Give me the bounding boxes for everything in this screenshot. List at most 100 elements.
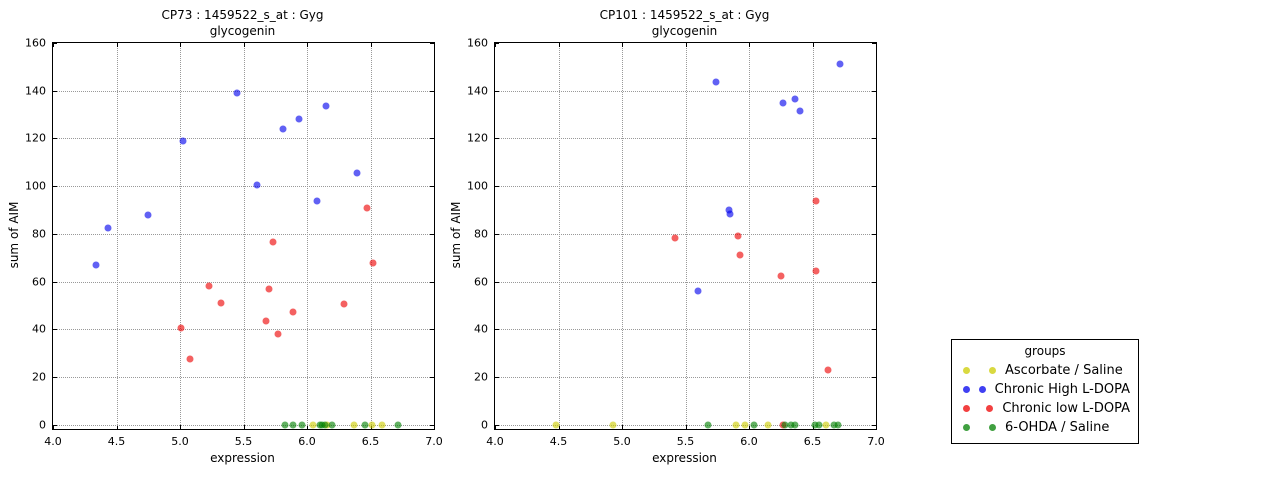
data-point	[233, 89, 241, 97]
data-point	[340, 300, 348, 308]
y-tick-mark	[495, 329, 499, 331]
y-gridline	[53, 424, 434, 426]
y-tick-label: 40	[474, 322, 488, 336]
y-tick-mark	[495, 424, 499, 426]
data-point	[350, 421, 358, 429]
data-point	[764, 421, 772, 429]
x-tick-mark	[307, 43, 308, 47]
x-tick-label: 4.5	[549, 435, 568, 448]
data-point	[725, 206, 733, 214]
x-gridline	[558, 43, 560, 429]
data-point	[777, 272, 785, 280]
data-point	[295, 115, 303, 123]
x-tick-label: 5.5	[676, 435, 695, 448]
data-point	[144, 211, 152, 219]
x-tick-label: 5.0	[613, 435, 631, 448]
x-gridline	[622, 43, 623, 429]
x-tick-mark	[622, 425, 623, 429]
y-tick-mark	[872, 281, 876, 283]
legend-marker-dot	[986, 405, 994, 412]
y-tick-mark	[872, 186, 876, 188]
x-tick-mark	[307, 425, 308, 429]
y-tick-mark	[53, 281, 57, 283]
y-tick-mark	[53, 329, 57, 331]
legend-marker-dot	[978, 386, 986, 393]
data-point	[368, 421, 376, 429]
x-tick-mark	[434, 43, 435, 47]
x-tick-label: 7.0	[867, 435, 885, 448]
right-chart-y-axis-label: sum of AIM	[449, 201, 463, 269]
data-point	[552, 421, 560, 429]
x-tick-label: 5.0	[171, 435, 189, 448]
legend-marker-dot	[963, 367, 970, 374]
left-chart-x-axis-label: expression	[210, 451, 275, 465]
data-point	[609, 421, 617, 429]
y-tick-mark	[872, 424, 876, 426]
y-tick-mark	[430, 424, 434, 426]
data-point	[796, 107, 804, 115]
data-point	[279, 125, 287, 133]
x-tick-mark	[434, 425, 435, 429]
right-chart-title-line1: CP101 : 1459522_s_at : Gyg	[599, 8, 770, 22]
data-point	[217, 299, 225, 307]
x-tick-mark	[812, 43, 814, 47]
data-point	[815, 421, 823, 429]
x-tick-mark	[180, 43, 181, 47]
y-tick-mark	[430, 377, 434, 379]
y-gridline	[53, 186, 434, 188]
x-tick-mark	[749, 425, 750, 429]
legend-box: groups Ascorbate / Saline Chronic High L-…	[951, 339, 1139, 444]
data-point	[363, 204, 371, 212]
x-tick-mark	[749, 43, 750, 47]
y-tick-mark	[53, 233, 57, 235]
y-gridline	[53, 329, 434, 331]
x-tick-mark	[495, 43, 496, 47]
left-chart-plot-area: 4.0 4.5 5.0 5.5 6.0 6.5 7.0 0 20 40 60 80 100 120 140 1…	[25, 37, 443, 449]
x-tick-mark	[622, 43, 623, 47]
y-tick-label: 80	[32, 227, 46, 241]
y-tick-mark	[430, 138, 434, 140]
y-tick-mark	[495, 43, 499, 44]
x-gridline	[812, 43, 814, 429]
legend-entry-label: 6-OHDA / Saline	[1005, 420, 1110, 435]
left-chart-title: CP73 : 1459522_s_at : Gyg glycogenin	[52, 7, 433, 39]
data-point	[186, 355, 194, 363]
data-point	[92, 261, 100, 269]
x-tick-label: 7.0	[425, 435, 443, 448]
legend-marker-dot	[963, 424, 970, 431]
y-tick-label: 100	[25, 179, 46, 193]
y-tick-mark	[495, 90, 499, 92]
data-point	[313, 197, 321, 205]
y-tick-mark	[872, 138, 876, 140]
legend-entry-label: Chronic High L-DOPA	[994, 382, 1130, 397]
data-point	[822, 421, 830, 429]
legend-entry: Chronic High L-DOPA	[960, 380, 1130, 399]
y-gridline	[53, 377, 434, 379]
x-gridline	[116, 43, 118, 429]
x-tick-mark	[243, 425, 245, 429]
y-tick-label: 60	[32, 275, 46, 289]
data-point	[834, 421, 842, 429]
y-tick-mark	[430, 186, 434, 188]
y-tick-label: 100	[467, 179, 488, 193]
x-tick-mark	[53, 425, 54, 429]
data-point	[811, 421, 819, 429]
data-point	[369, 259, 377, 267]
data-point	[378, 421, 386, 429]
x-gridline	[243, 43, 245, 429]
legend-marker-dots	[960, 424, 996, 431]
x-tick-label: 6.0	[298, 435, 316, 448]
data-point	[671, 234, 679, 242]
data-point	[779, 99, 787, 107]
x-tick-label: 4.5	[107, 435, 126, 448]
y-gridline	[495, 233, 876, 235]
legend-title: groups	[1024, 344, 1066, 358]
data-point	[750, 421, 758, 429]
data-point	[104, 224, 112, 232]
y-tick-label: 0	[481, 418, 488, 432]
legend-entry-label: Ascorbate / Saline	[1005, 363, 1123, 378]
y-tick-label: 140	[467, 84, 488, 98]
legend-marker-dot	[963, 386, 970, 393]
x-tick-label: 6.0	[740, 435, 758, 448]
right-chart-x-axis-label: expression	[652, 451, 717, 465]
